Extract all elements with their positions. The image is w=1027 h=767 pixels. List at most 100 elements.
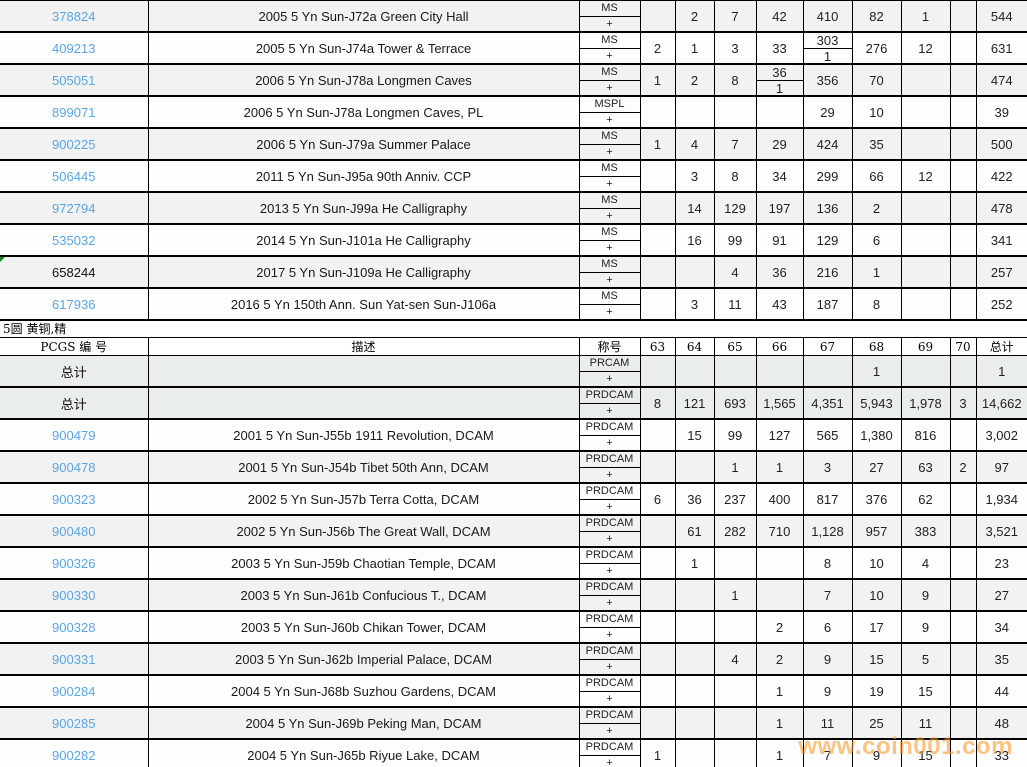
- grade-67-cell: 136: [802, 192, 853, 224]
- grade-70-cell: [949, 419, 977, 451]
- grade-63-cell: [639, 675, 676, 707]
- grade-68-cell: 66: [851, 160, 902, 192]
- pcgs-number-link[interactable]: 900326: [0, 547, 149, 579]
- grade-68-cell: 27: [851, 451, 902, 483]
- grade-66-cell: 91: [755, 224, 804, 256]
- grade-68-cell: 276: [851, 32, 902, 64]
- pcgs-number-link[interactable]: 378824: [0, 0, 149, 32]
- coin-description: 2005 5 Yn Sun-J72a Green City Hall: [147, 0, 580, 32]
- grade-65-cell: 1: [713, 579, 757, 611]
- cell-upper-value: PRDCAM: [580, 516, 639, 532]
- coin-row: 900478 2001 5 Yn Sun-J54b Tibet 50th Ann,…: [0, 451, 1027, 483]
- grade-66-cell: 1: [755, 675, 804, 707]
- grade-64-cell: [674, 611, 715, 643]
- grade-64-cell: [674, 451, 715, 483]
- pcgs-number-link[interactable]: 617936: [0, 288, 149, 320]
- grade-64-cell: 121: [674, 387, 715, 419]
- coin-row: 617936 2016 5 Yn 150th Ann. Sun Yat-sen S…: [0, 288, 1027, 320]
- pcgs-number-link[interactable]: 900330: [0, 579, 149, 611]
- cell-upper-value: MSPL: [580, 97, 639, 113]
- cell-lower-value: +: [606, 145, 613, 158]
- coin-row: 658244 2017 5 Yn Sun-J109a He Calligraphy…: [0, 256, 1027, 288]
- pcgs-number-link[interactable]: 505051: [0, 64, 149, 96]
- grade-70-cell: [949, 547, 977, 579]
- grade-63-cell: [639, 707, 676, 739]
- grade-63-cell: [639, 611, 676, 643]
- grade-70-cell: [949, 707, 977, 739]
- coin-description: [147, 355, 580, 387]
- grade-64-cell: 16: [674, 224, 715, 256]
- grade-63-cell: 6: [639, 483, 676, 515]
- grade-63-cell: [639, 0, 676, 32]
- grade-68-cell: 70: [851, 64, 902, 96]
- grade-68-cell: 5,943: [851, 387, 902, 419]
- pcgs-number-link[interactable]: 900225: [0, 128, 149, 160]
- pcgs-number-link[interactable]: 900328: [0, 611, 149, 643]
- grade-64-cell: 36: [674, 483, 715, 515]
- grade-70-cell: [949, 355, 977, 387]
- coin-description: 2017 5 Yn Sun-J109a He Calligraphy: [147, 256, 580, 288]
- header-row: PCGS 编 号描述 称号 63 64 65 66 67 68 69 70 总计: [0, 337, 1027, 356]
- pcgs-number-link[interactable]: 900479: [0, 419, 149, 451]
- coin-row: 505051 2006 5 Yn Sun-J78a Longmen Caves MS…: [0, 64, 1027, 96]
- grade-68-cell: 957: [851, 515, 902, 547]
- pcgs-number-link[interactable]: 900284: [0, 675, 149, 707]
- grade-67-cell: 424: [802, 128, 853, 160]
- grade-67-cell: [802, 355, 853, 387]
- grade-65-cell: 237: [713, 483, 757, 515]
- cell-lower-value: 1: [775, 81, 784, 96]
- grade-66-cell: 43: [755, 288, 804, 320]
- grade-67-cell: 565: [802, 419, 853, 451]
- grade-68-cell: 9: [851, 739, 902, 767]
- grade-65-header: 65: [713, 337, 757, 356]
- pcgs-number-link[interactable]: 900480: [0, 515, 149, 547]
- coin-description: 2014 5 Yn Sun-J101a He Calligraphy: [147, 224, 580, 256]
- description-header: 描述: [147, 337, 580, 356]
- coin-row: 900282 2004 5 Yn Sun-J65b Riyue Lake, DCA…: [0, 739, 1027, 767]
- pcgs-number-link[interactable]: 506445: [0, 160, 149, 192]
- pcgs-number-link[interactable]: 900285: [0, 707, 149, 739]
- cell-upper-value: PRDCAM: [580, 708, 639, 724]
- grade-63-cell: [639, 579, 676, 611]
- coin-description: 2003 5 Yn Sun-J60b Chikan Tower, DCAM: [147, 611, 580, 643]
- row-total-cell: 44: [975, 675, 1027, 707]
- coin-description: 2006 5 Yn Sun-J79a Summer Palace: [147, 128, 580, 160]
- cell-upper-value: PRDCAM: [580, 452, 639, 468]
- grade-66-cell: [755, 96, 804, 128]
- grade-70-header: 70: [949, 337, 977, 356]
- grade-69-cell: [900, 355, 951, 387]
- total-label: 总计: [0, 387, 149, 419]
- cell-upper-value: MS: [580, 193, 639, 209]
- grade-63-cell: [639, 192, 676, 224]
- grade-67-cell: 6: [802, 611, 853, 643]
- coin-description: 2011 5 Yn Sun-J95a 90th Anniv. CCP: [147, 160, 580, 192]
- grade-66-cell: 710: [755, 515, 804, 547]
- total-header: 总计: [975, 337, 1027, 356]
- pcgs-number-link[interactable]: 535032: [0, 224, 149, 256]
- pcgs-number-link[interactable]: 899071: [0, 96, 149, 128]
- grade-65-cell: 4: [713, 256, 757, 288]
- grade-68-cell: 19: [851, 675, 902, 707]
- designation-cell: MSPL +: [578, 96, 641, 128]
- grade-64-cell: 3: [674, 160, 715, 192]
- summary-row: 总计 PRCAM +1 1: [0, 355, 1027, 387]
- grade-63-cell: [639, 355, 676, 387]
- pcgs-number-link[interactable]: 409213: [0, 32, 149, 64]
- grade-67-header: 67: [802, 337, 853, 356]
- grade-67-cell: 303 1: [802, 32, 853, 64]
- total-label: 总计: [0, 355, 149, 387]
- pcgs-number-link[interactable]: 900282: [0, 739, 149, 767]
- grade-64-cell: 1: [674, 547, 715, 579]
- coin-description: 2002 5 Yn Sun-J57b Terra Cotta, DCAM: [147, 483, 580, 515]
- pcgs-number-link[interactable]: 900331: [0, 643, 149, 675]
- pcgs-number-link[interactable]: 900323: [0, 483, 149, 515]
- pcgs-number-header: PCGS 编 号: [0, 337, 149, 356]
- grade-66-cell: 33: [755, 32, 804, 64]
- pcgs-number-link[interactable]: 972794: [0, 192, 149, 224]
- grade-64-cell: [674, 96, 715, 128]
- pcgs-number: 658244: [0, 256, 149, 288]
- grade-64-cell: 1: [674, 32, 715, 64]
- grade-70-cell: [949, 64, 977, 96]
- pcgs-number-link[interactable]: 900478: [0, 451, 149, 483]
- coin-description: 2003 5 Yn Sun-J59b Chaotian Temple, DCAM: [147, 547, 580, 579]
